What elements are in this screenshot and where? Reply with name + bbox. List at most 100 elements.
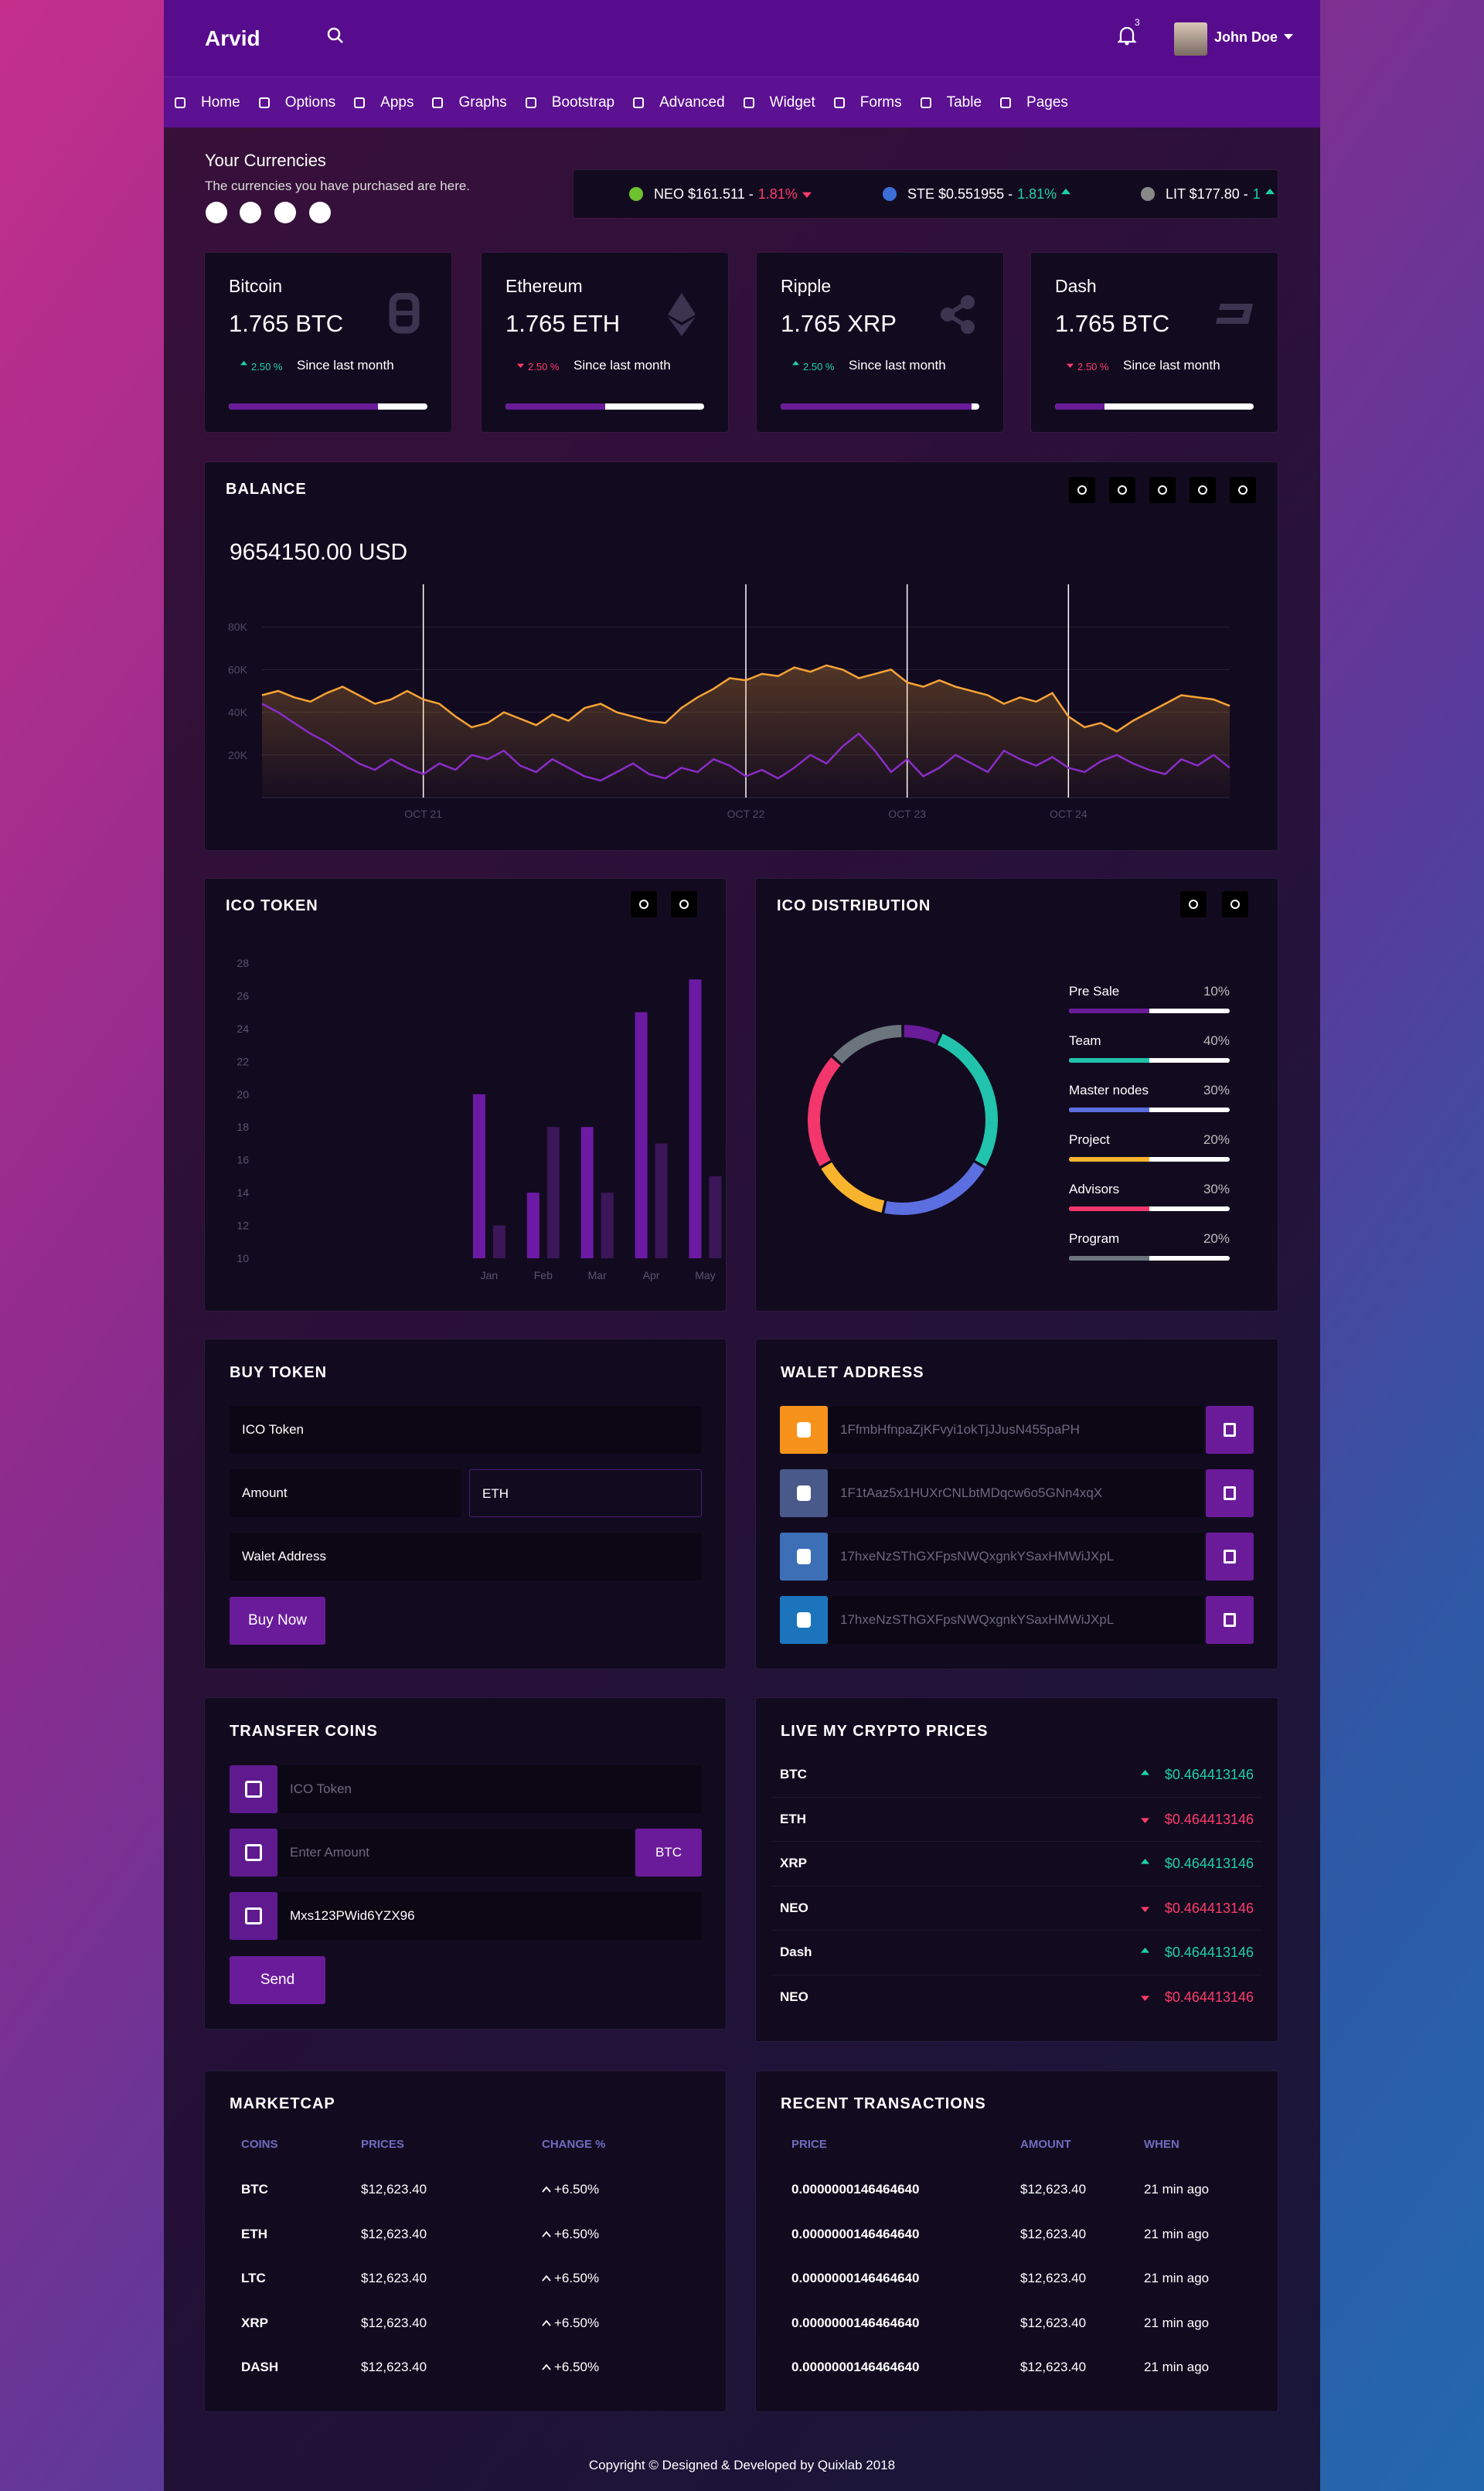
nav-item[interactable]: Graphs [432, 94, 507, 111]
input-field[interactable]: Enter Amount [277, 1829, 634, 1877]
nav-label: Pages [1026, 94, 1068, 111]
user-name[interactable]: John Doe [1214, 29, 1278, 45]
trend-arrow [792, 361, 799, 366]
avatar[interactable] [1174, 22, 1207, 56]
panel-title: ICO TOKEN [226, 897, 318, 914]
tool-button[interactable] [1069, 477, 1095, 503]
table-cell: 21 min ago [1144, 2182, 1210, 2197]
nav-item[interactable]: Home [175, 94, 240, 111]
coin-icon[interactable] [274, 202, 296, 223]
input-field[interactable]: ICO Token [277, 1765, 702, 1813]
recent-panel: RECENT TRANSACTIONS PRICE AMOUNT WHEN 0.000… [756, 2071, 1278, 2411]
input-field[interactable]: ICO Token [230, 1406, 702, 1454]
coin-icon[interactable] [240, 202, 261, 223]
nav-item[interactable]: Bootstrap [525, 94, 614, 111]
coin-price: $0.464413146 [1164, 1856, 1254, 1872]
buy-button[interactable]: Buy Now [230, 1597, 325, 1645]
address-field[interactable]: 17hxeNzSThGXFpsNWQxgnkYSaxHMWiJXpL [828, 1533, 1204, 1581]
tool-button[interactable] [1230, 477, 1256, 503]
card-change: 2.50 % [1077, 361, 1109, 373]
address-field[interactable]: 1F1tAaz5x1HUXrCNLbtMDqcw6o5GNn4xqX [828, 1469, 1204, 1517]
arrow-shape [1061, 189, 1071, 195]
tool-button[interactable] [631, 891, 657, 917]
table-cell: ETH [241, 2226, 267, 2241]
nav-item[interactable]: Table [920, 94, 982, 111]
trend-arrow [1264, 189, 1275, 195]
legend-bar [1069, 1256, 1230, 1261]
nav-icon [633, 97, 645, 108]
legend-value: 20% [1203, 1132, 1230, 1147]
trend-arrow [1141, 1817, 1149, 1823]
send-button[interactable]: Send [230, 1956, 325, 2004]
nav-item[interactable]: Widget [743, 94, 815, 111]
y-tick-label: 28 [237, 957, 249, 969]
x-tick-label: Apr [643, 1269, 660, 1281]
legend-bar-fill [1069, 1206, 1149, 1211]
tool-button[interactable] [1222, 891, 1248, 917]
legend-bar-fill [1069, 1157, 1149, 1162]
address-field[interactable]: 1FfmbHfnpaZjKFvyi1okTjJJusN455paPH [828, 1406, 1204, 1454]
trend-arrow [802, 192, 812, 198]
tool-button[interactable] [1149, 477, 1176, 503]
coin-icon[interactable] [309, 202, 331, 223]
nav-label: Advanced [659, 94, 725, 111]
legend-bar-fill [1069, 1009, 1149, 1013]
input-field[interactable]: Amount [230, 1469, 461, 1517]
column-header: PRICE [791, 2138, 827, 2151]
nav-icon [175, 97, 186, 108]
nav-item[interactable]: Options [258, 94, 335, 111]
bar [709, 1176, 722, 1258]
bar [492, 1225, 505, 1258]
tool-button[interactable] [1180, 891, 1207, 917]
currency-card: Ethereum 1.765 ETH 2.50 % Since last month [482, 253, 728, 432]
tool-button[interactable] [671, 891, 697, 917]
line [261, 664, 1230, 733]
caret[interactable] [1283, 32, 1294, 40]
copy-button[interactable] [1206, 1596, 1254, 1644]
x-tick-label: OCT 23 [888, 808, 926, 820]
legend-value: 20% [1203, 1231, 1230, 1246]
tool-button[interactable] [1109, 477, 1135, 503]
copy-button[interactable] [1206, 1469, 1254, 1517]
coin-badge [780, 1406, 828, 1454]
table-cell: $12,623.40 [361, 2226, 427, 2241]
address-field[interactable]: 17hxeNzSThGXFpsNWQxgnkYSaxHMWiJXpL [828, 1596, 1204, 1644]
chevron [542, 2363, 551, 2370]
copy-button[interactable] [1206, 1406, 1254, 1454]
bell-icon[interactable] [1118, 26, 1136, 46]
table-cell: +6.50% [554, 2182, 600, 2197]
copy-button[interactable] [1206, 1533, 1254, 1581]
table-cell: $12,623.40 [361, 2182, 427, 2197]
legend-bar [1069, 1108, 1230, 1112]
tool-button[interactable] [1190, 477, 1216, 503]
nav-item[interactable]: Forms [833, 94, 902, 111]
input-field[interactable]: Mxs123PWid6YZX96 [277, 1892, 702, 1940]
nav-item[interactable]: Advanced [633, 94, 725, 111]
copy-glyph [1224, 1423, 1236, 1437]
brand[interactable]: Arvid [205, 26, 260, 50]
column-header: CHANGE % [542, 2138, 606, 2151]
coin-icon[interactable] [206, 202, 227, 223]
nav-item[interactable]: Pages [1000, 94, 1068, 111]
y-tick-label: 40K [228, 706, 248, 719]
progress-fill [505, 403, 605, 410]
trend-arrow [240, 361, 247, 366]
change-chevron [542, 2275, 551, 2282]
nav-icon [1000, 97, 1012, 108]
y-tick-label: 24 [237, 1023, 249, 1035]
search-icon[interactable] [326, 26, 345, 45]
donut-segment [904, 1025, 941, 1044]
input-field[interactable]: ETH [469, 1469, 702, 1517]
row-divider [771, 1885, 1262, 1887]
coin-name: NEO [780, 1989, 808, 2004]
nav-item[interactable]: Apps [354, 94, 414, 111]
card-amount: 1.765 XRP [781, 310, 897, 337]
nav-icon [525, 97, 536, 108]
y-tick-label: 60K [228, 663, 248, 675]
table-cell: $12,623.40 [361, 2360, 427, 2375]
input-field[interactable]: Walet Address [230, 1533, 702, 1581]
field-glyph [245, 1844, 262, 1861]
field-icon [230, 1765, 277, 1813]
currency-button[interactable]: BTC [635, 1829, 702, 1877]
balance-panel: BALANCE 9654150.00 USD 20K 40K 60K 80K OCT 2… [205, 462, 1278, 850]
